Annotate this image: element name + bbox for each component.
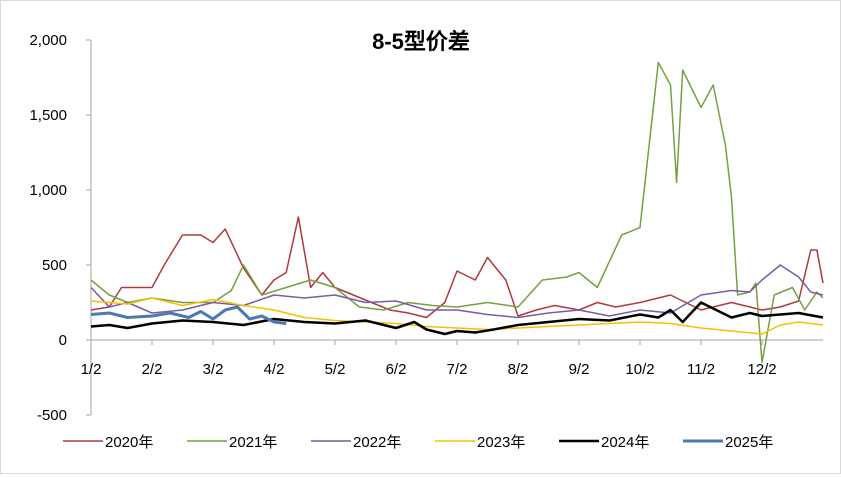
x-tick-label: 6/2 — [386, 361, 407, 378]
chart-title: 8-5型价差 — [372, 29, 470, 54]
legend: 2020年 2021年 2022年 2023年 2024年 2025年 — [63, 434, 773, 451]
x-tick-label: 1/2 — [81, 361, 102, 378]
x-tick-label: 2/2 — [142, 361, 163, 378]
series-lines — [90, 61, 824, 364]
y-tick-label: -500 — [37, 407, 67, 424]
legend-label-3: 2023年 — [477, 434, 525, 451]
x-tick-label: 5/2 — [325, 361, 346, 378]
x-tick-label: 10/2 — [625, 361, 654, 378]
y-tick-label: 1,500 — [29, 107, 67, 124]
x-tick-label: 12/2 — [747, 361, 776, 378]
y-tick-label: 1,000 — [29, 182, 67, 199]
y-tick-label: 500 — [42, 257, 67, 274]
x-tick-label: 8/2 — [508, 361, 529, 378]
legend-label-0: 2020年 — [105, 434, 153, 451]
series-line-5 — [90, 305, 287, 325]
series-line-3 — [90, 297, 824, 335]
series-line-2 — [90, 264, 824, 319]
x-tick-label: 11/2 — [687, 361, 715, 378]
legend-label-2: 2022年 — [353, 434, 401, 451]
x-tick-label: 3/2 — [203, 361, 224, 378]
x-axis-tick-labels: 1/2 2/2 3/2 4/2 5/2 6/2 7/2 8/2 9/2 10/2 11/2 12/2 — [81, 340, 777, 378]
series-line-1 — [90, 61, 824, 364]
y-tick-label: 0 — [59, 332, 67, 349]
y-tick-label: 2,000 — [29, 32, 67, 49]
y-axis-tick-labels: -500 0 500 1,000 1,500 2,000 — [29, 32, 91, 424]
series-line-4 — [90, 301, 824, 336]
legend-label-5: 2025年 — [725, 434, 773, 451]
x-tick-label: 4/2 — [264, 361, 285, 378]
x-tick-label: 9/2 — [569, 361, 590, 378]
x-tick-label: 7/2 — [447, 361, 468, 378]
legend-label-1: 2021年 — [229, 434, 277, 451]
legend-label-4: 2024年 — [601, 434, 649, 451]
